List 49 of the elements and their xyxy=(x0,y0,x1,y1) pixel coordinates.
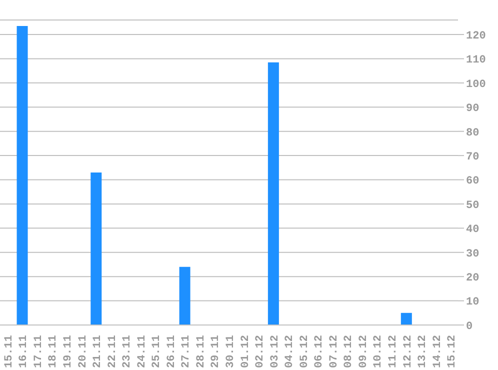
x-tick-label: 08.12 xyxy=(343,335,356,368)
y-tick-label: 50 xyxy=(466,200,480,212)
x-tick-label: 04.12 xyxy=(284,335,296,368)
bar xyxy=(179,266,190,325)
x-tick-label: 03.12 xyxy=(269,335,282,368)
bar xyxy=(268,62,279,325)
x-tick-label: 30.11 xyxy=(225,334,237,368)
y-tick-label: 80 xyxy=(466,127,480,140)
x-tick-label: 29.11 xyxy=(210,334,222,368)
x-tick-label: 27.11 xyxy=(180,334,193,368)
y-tick-label: 100 xyxy=(466,78,486,91)
bar xyxy=(90,172,102,325)
x-tick-label: 09.12 xyxy=(358,335,370,368)
y-tick-label: 70 xyxy=(466,151,480,164)
bar xyxy=(16,26,28,325)
x-tick-label: 28.11 xyxy=(195,334,208,368)
x-tick-label: 26.11 xyxy=(166,334,178,368)
bar xyxy=(400,312,412,325)
x-tick-label: 15.11 xyxy=(3,334,16,368)
y-tick-label: 120 xyxy=(466,30,486,42)
x-tick-label: 18.11 xyxy=(48,334,60,368)
x-tick-label: 11.12 xyxy=(388,335,400,368)
y-tick-label: 0 xyxy=(466,320,473,333)
x-tick-label: 05.12 xyxy=(298,335,311,368)
x-tick-label: 01.12 xyxy=(240,335,252,368)
x-tick-label: 25.11 xyxy=(151,334,164,368)
x-tick-label: 23.11 xyxy=(122,334,134,368)
y-tick-label: 110 xyxy=(466,54,486,67)
x-tick-label: 10.12 xyxy=(372,335,385,368)
x-tick-label: 17.11 xyxy=(32,334,45,368)
y-tick-label: 90 xyxy=(466,103,480,116)
y-tick-label: 10 xyxy=(466,296,480,309)
y-tick-label: 20 xyxy=(466,272,480,284)
x-tick-label: 20.11 xyxy=(77,334,90,368)
x-tick-label: 24.11 xyxy=(136,334,148,368)
x-tick-label: 19.11 xyxy=(62,334,74,368)
x-tick-label: 15.12 xyxy=(446,335,459,368)
x-tick-label: 21.11 xyxy=(92,334,104,368)
y-tick-label: 30 xyxy=(466,248,480,260)
x-tick-label: 14.12 xyxy=(432,335,444,368)
x-tick-label: 16.11 xyxy=(18,334,30,368)
x-tick-label: 13.12 xyxy=(417,335,430,368)
x-tick-label: 22.11 xyxy=(106,334,119,368)
y-tick-label: 60 xyxy=(466,176,480,188)
x-tick-label: 02.12 xyxy=(254,335,267,368)
x-tick-label: 07.12 xyxy=(328,335,340,368)
y-tick-label: 40 xyxy=(466,224,480,236)
x-tick-label: 12.12 xyxy=(402,335,414,368)
x-tick-label: 06.12 xyxy=(314,335,326,368)
